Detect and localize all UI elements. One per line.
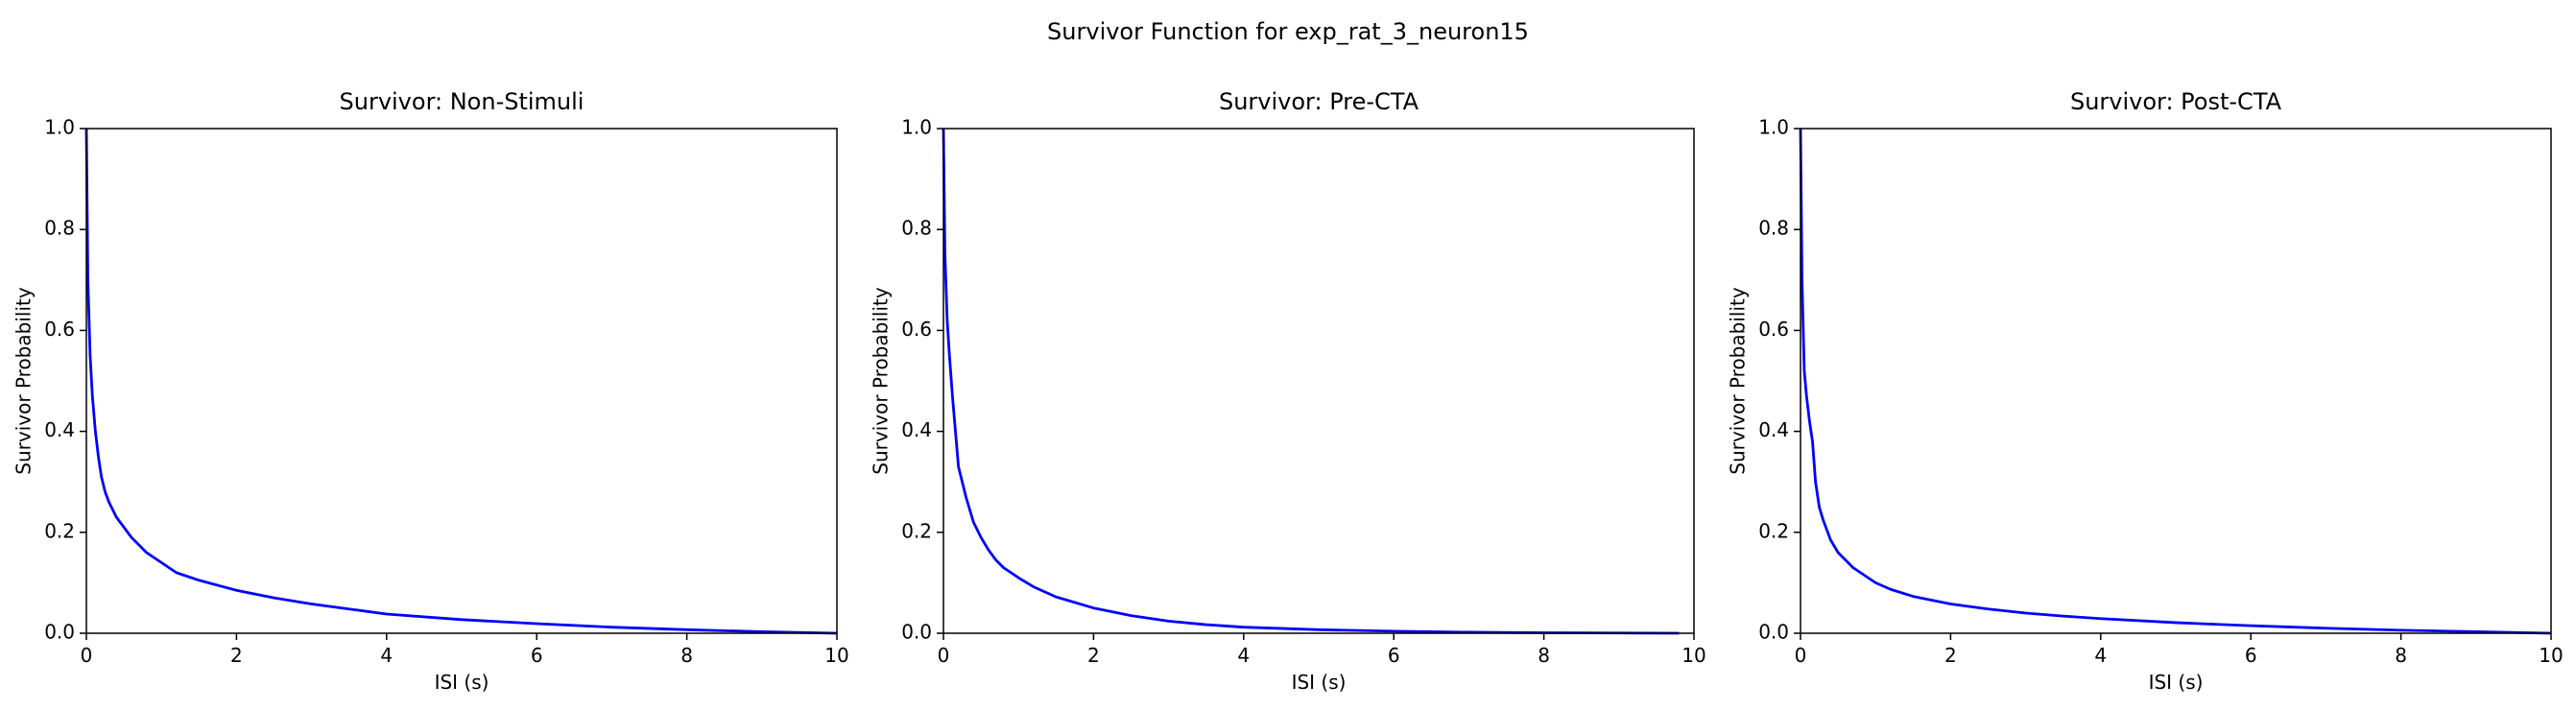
x-tick-label: 8 (2395, 644, 2407, 667)
y-axis-label: Survivor Probability (870, 287, 893, 475)
x-tick-label: 4 (380, 644, 393, 667)
x-tick-label: 8 (680, 644, 693, 667)
x-tick-label: 6 (1388, 644, 1400, 667)
y-tick-label: 0.8 (1758, 217, 1789, 240)
y-tick-label: 0.4 (1758, 418, 1789, 441)
x-axis-label: ISI (s) (1292, 671, 1347, 694)
y-tick-label: 0.2 (1758, 519, 1789, 542)
axes-frame (942, 128, 1695, 634)
y-tick-label: 0.2 (901, 519, 932, 542)
x-tick-label: 2 (1944, 644, 1957, 667)
y-tick-label: 0.4 (901, 418, 932, 441)
chart-panel-1: Survivor: Non-Stimuli 0 2 4 6 8 10 0.0 0.2 0.4 0.6… (12, 88, 849, 694)
x-tick-label: 10 (824, 644, 848, 667)
panel-title: Survivor: Pre-CTA (1219, 88, 1419, 115)
y-tick-label: 0.6 (1758, 318, 1789, 341)
chart-panel-2: Survivor: Pre-CTA 0 2 4 6 8 10 0.0 0.2 0.4 0.6 0.8 1… (870, 88, 1706, 694)
y-tick-label: 0.2 (44, 519, 75, 542)
x-tick-label: 6 (531, 644, 543, 667)
x-tick-label: 8 (1538, 644, 1550, 667)
x-tick-label: 0 (1795, 644, 1807, 667)
y-tick-label: 1.0 (901, 116, 932, 139)
x-tick-label: 4 (2094, 644, 2107, 667)
y-tick-label: 0.0 (901, 621, 932, 644)
x-tick-label: 6 (2245, 644, 2257, 667)
y-axis-label: Survivor Probability (12, 287, 36, 475)
y-axis-label: Survivor Probability (1727, 287, 1750, 475)
y-tick-label: 0.8 (44, 217, 75, 240)
y-tick-label: 0.0 (44, 621, 75, 644)
panel-title: Survivor: Post-CTA (2070, 88, 2282, 115)
x-tick-label: 2 (230, 644, 243, 667)
x-tick-label: 0 (938, 644, 950, 667)
x-tick-label: 2 (1087, 644, 1100, 667)
y-tick-label: 0.6 (901, 318, 932, 341)
axes-frame (85, 128, 838, 634)
survivor-curve-line (1799, 128, 2552, 635)
panels-container: Survivor: Non-Stimuli 0 2 4 6 8 10 0.0 0.2 0.4 0.6… (12, 88, 2564, 694)
x-axis-label: ISI (s) (435, 671, 489, 694)
x-axis-label: ISI (s) (2149, 671, 2204, 694)
y-tick-label: 0.0 (1758, 621, 1789, 644)
y-tick-label: 1.0 (1758, 116, 1789, 139)
y-tick-label: 0.4 (44, 418, 75, 441)
survivor-curve-line (942, 128, 1680, 635)
survivor-curve-line (84, 128, 838, 635)
axes-frame (1800, 128, 2552, 634)
x-tick-label: 10 (2539, 644, 2563, 667)
y-tick-label: 0.6 (44, 318, 75, 341)
y-tick-label: 0.8 (901, 217, 932, 240)
panel-title: Survivor: Non-Stimuli (340, 88, 584, 115)
x-tick-label: 10 (1682, 644, 1705, 667)
y-tick-label: 1.0 (44, 116, 75, 139)
x-tick-label: 0 (81, 644, 93, 667)
x-tick-label: 4 (1237, 644, 1250, 667)
figure-suptitle: Survivor Function for exp_rat_3_neuron15 (1047, 18, 1529, 45)
chart-panel-3: Survivor: Post-CTA 0 2 4 6 8 10 0.0 0.2 0.4 0.6 0.8… (1727, 88, 2564, 694)
